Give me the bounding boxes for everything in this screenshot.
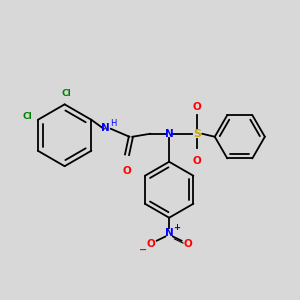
Text: N: N: [165, 228, 173, 238]
Text: H: H: [111, 119, 117, 128]
Text: +: +: [173, 223, 180, 232]
Text: O: O: [183, 239, 192, 249]
Text: N: N: [101, 123, 110, 133]
Text: O: O: [193, 156, 202, 166]
Text: Cl: Cl: [61, 89, 71, 98]
Text: Cl: Cl: [23, 112, 32, 122]
Text: O: O: [123, 166, 131, 176]
Text: S: S: [193, 129, 201, 139]
Text: O: O: [146, 239, 155, 249]
Text: N: N: [165, 129, 173, 139]
Text: −: −: [140, 244, 148, 254]
Text: O: O: [193, 102, 202, 112]
